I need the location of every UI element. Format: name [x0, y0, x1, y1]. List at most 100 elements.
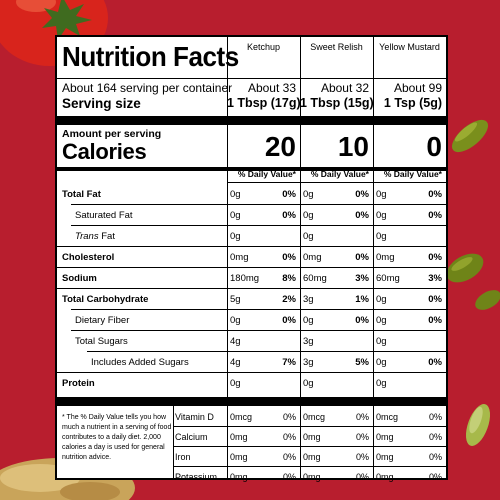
vitamin-column-divider [173, 406, 174, 478]
row-divider [57, 267, 446, 268]
row-divider [71, 330, 446, 331]
vitamin-column-divider [300, 406, 301, 478]
pickle-icon [465, 404, 491, 446]
nutrient-amount: 0g [376, 378, 387, 389]
vitamin-daily-value: 0% [355, 472, 369, 482]
vitamin-amount: 0mg [303, 452, 321, 462]
nutrient-amount: 0g [376, 294, 387, 305]
nutrient-amount: 0g [376, 336, 387, 347]
vitamin-divider [173, 466, 446, 467]
vitamin-amount: 0mcg [376, 412, 399, 422]
vitamin-amount: 0mg [376, 452, 394, 462]
column-calories: 10 [337, 131, 369, 162]
nutrient-name: Includes Added Sugars [91, 357, 189, 368]
nutrient-amount: 0mg [303, 252, 322, 263]
nutrient-daily-value: 0% [355, 252, 369, 263]
vitamin-divider [173, 426, 446, 427]
nutrient-amount: 0mg [376, 252, 395, 263]
row-divider [57, 288, 446, 289]
nutrient-amount: 0mg [230, 252, 249, 263]
vitamin-daily-value: 0% [282, 472, 296, 482]
vitamin-amount: 0mg [303, 432, 321, 442]
vitamin-amount: 0mg [303, 472, 321, 482]
column-divider [300, 37, 301, 397]
nutrient-daily-value: 0% [355, 315, 369, 326]
nutrition-facts-label: Nutrition Facts About 164 serving per co… [55, 35, 448, 482]
nutrient-amount: 0g [376, 357, 387, 368]
nutrient-daily-value: 0% [282, 210, 296, 221]
vitamin-daily-value: 0% [428, 472, 442, 482]
nutrient-amount: 0g [230, 231, 241, 242]
label-title: Nutrition Facts [62, 41, 239, 72]
nutrient-name: Total Carbohydrate [62, 294, 149, 305]
thick-rule [57, 397, 446, 406]
vitamin-daily-value: 0% [355, 452, 369, 462]
row-divider [57, 246, 446, 247]
nutrient-amount: 0g [230, 189, 241, 200]
column-dv-header: % Daily Value* [237, 169, 296, 179]
vitamin-daily-value: 0% [282, 412, 296, 422]
column-product-name: Yellow Mustard [379, 42, 440, 52]
nutrient-amount: 60mg [303, 273, 327, 284]
divider [227, 182, 446, 183]
nutrient-daily-value: 0% [355, 189, 369, 200]
vitamin-column-divider [373, 406, 374, 478]
nutrient-amount: 0g [376, 210, 387, 221]
row-divider [57, 372, 446, 373]
vitamin-daily-value: 0% [428, 452, 442, 462]
nutrient-amount: 0g [303, 210, 314, 221]
vitamin-daily-value: 0% [428, 412, 442, 422]
column-servings: About 32 [320, 81, 369, 95]
nutrient-daily-value: 7% [282, 357, 296, 368]
vitamin-column-divider [227, 406, 228, 478]
nutrient-amount: 4g [230, 357, 241, 368]
nutrient-amount: 3g [303, 294, 314, 305]
nutrient-name: Sodium [62, 273, 97, 284]
nutrient-daily-value: 0% [282, 189, 296, 200]
vitamin-amount: 0mg [230, 452, 248, 462]
thick-rule [57, 167, 446, 171]
nutrient-amount: 0g [303, 315, 314, 326]
nutrient-daily-value: 3% [428, 273, 442, 284]
row-divider [71, 204, 446, 205]
column-divider [227, 37, 228, 397]
vitamin-name: Potassium [175, 472, 218, 482]
vitamin-name: Vitamin D [175, 412, 214, 422]
nutrient-daily-value: 0% [282, 315, 296, 326]
daily-value-footnote: * The % Daily Value tells you how much a… [62, 414, 172, 461]
pickle-icon [446, 253, 500, 310]
vitamin-name: Calcium [175, 432, 208, 442]
vitamin-daily-value: 0% [282, 452, 296, 462]
nutrient-amount: 4g [230, 336, 241, 347]
vitamin-amount: 0mg [230, 432, 248, 442]
nutrient-daily-value: 0% [428, 357, 442, 368]
thick-rule [57, 116, 446, 125]
row-divider [87, 351, 446, 352]
nutrient-daily-value: 3% [355, 273, 369, 284]
nutrient-daily-value: 8% [282, 273, 296, 284]
nutrient-amount: 0g [303, 189, 314, 200]
divider [57, 78, 446, 79]
column-calories: 20 [264, 131, 296, 162]
nutrient-amount: 5g [230, 294, 241, 305]
pickle-icon [451, 119, 489, 153]
nutrient-amount: 0g [230, 378, 241, 389]
nutrient-amount: 0g [230, 315, 241, 326]
nutrient-amount: 0g [230, 210, 241, 221]
nutrient-daily-value: 1% [355, 294, 369, 305]
nutrient-amount: 0g [303, 378, 314, 389]
nutrient-amount: 3g [303, 357, 314, 368]
vitamin-daily-value: 0% [355, 432, 369, 442]
nutrient-name: Saturated Fat [75, 210, 133, 221]
column-divider [373, 37, 374, 397]
nutrient-daily-value: 0% [282, 252, 296, 263]
vitamin-daily-value: 0% [428, 432, 442, 442]
column-dv-header: % Daily Value* [383, 169, 442, 179]
vitamin-amount: 0mg [376, 432, 394, 442]
nutrient-daily-value: 0% [428, 189, 442, 200]
nutrient-name: Protein [62, 378, 95, 389]
vitamin-amount: 0mcg [230, 412, 253, 422]
nutrient-amount: 0g [303, 231, 314, 242]
vitamin-amount: 0mg [230, 472, 248, 482]
nutrient-daily-value: 0% [355, 210, 369, 221]
